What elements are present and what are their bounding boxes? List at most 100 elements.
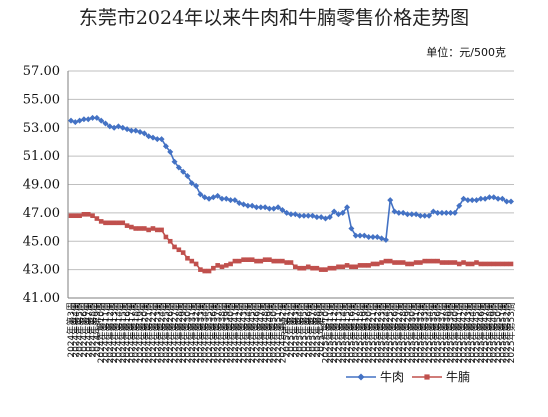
x-tick-label: 2024年第11周 — [100, 302, 112, 363]
data-point — [254, 258, 259, 264]
data-point — [146, 227, 151, 233]
data-point — [344, 263, 350, 268]
data-point — [107, 220, 113, 226]
data-point — [310, 265, 315, 271]
x-tick-label: 2024年第31周 — [186, 302, 198, 363]
x-tick-label: 2025年第37周 — [436, 302, 448, 363]
data-point — [422, 258, 428, 264]
series-line — [70, 117, 511, 241]
data-point — [175, 164, 182, 171]
data-point — [366, 263, 371, 268]
data-point — [93, 114, 100, 121]
data-point — [266, 205, 273, 212]
data-point — [439, 260, 445, 265]
x-tick-label: 2024年第24周 — [156, 302, 168, 363]
x-tick-label: 2024年第50周 — [268, 302, 280, 363]
x-tick-label: 2024年第48周 — [259, 302, 271, 363]
x-tick-label: 2025年第45周 — [470, 302, 482, 363]
data-point — [486, 194, 493, 201]
data-point — [482, 261, 488, 267]
x-tick-label: 2025年第48周 — [483, 302, 495, 363]
y-tick-label: 55.00 — [23, 92, 60, 107]
x-tick-label: 2025年第14周 — [337, 302, 349, 363]
y-tick-label: 45.00 — [23, 234, 60, 249]
data-point — [120, 220, 126, 226]
x-tick-label: 2025年第26周 — [389, 302, 401, 363]
data-point — [258, 258, 264, 264]
data-point — [116, 220, 121, 226]
x-tick-label: 2025年第52周 — [501, 302, 513, 363]
series-brisket — [68, 211, 514, 274]
data-point — [504, 261, 509, 267]
data-point — [176, 247, 182, 253]
x-tick-label: 2025年第4周 — [294, 302, 306, 358]
x-tick-label: 2025年第33周 — [419, 302, 431, 363]
x-tick-label: 2025年第18周 — [354, 302, 366, 363]
x-tick-label: 2024年第29周 — [177, 302, 189, 363]
x-tick-label: 2025年第8周 — [311, 302, 323, 358]
data-point — [211, 265, 216, 271]
data-point — [163, 234, 169, 240]
x-tick-label: 2024年第22周 — [147, 302, 159, 363]
x-tick-label: 2024年第38周 — [216, 302, 228, 363]
x-axis: 2024年第3周2024年第4周2024年第5周2024年第6周2024年第7周… — [65, 297, 517, 363]
legend-marker — [424, 374, 430, 380]
x-tick-label: 2024年第30周 — [181, 302, 193, 363]
data-point — [214, 192, 221, 199]
x-tick-label: 2025年第13周 — [332, 302, 344, 363]
data-point — [352, 232, 359, 239]
data-point — [223, 263, 229, 268]
data-point — [111, 220, 117, 226]
data-point — [98, 117, 105, 124]
data-point — [227, 197, 234, 204]
data-point — [447, 209, 454, 216]
gridlines — [68, 70, 514, 299]
x-tick-label: 2025年第49周 — [488, 302, 500, 363]
legend-marker — [357, 373, 365, 381]
x-tick-label: 2024年第26周 — [164, 302, 176, 363]
x-tick-label: 2025年第21周 — [367, 302, 379, 363]
x-tick-label: 2025年第53周 — [505, 302, 517, 363]
x-tick-label: 2025年第44周 — [466, 302, 478, 363]
data-point — [150, 226, 156, 231]
data-point — [387, 258, 393, 264]
data-point — [443, 209, 450, 216]
data-point — [404, 211, 411, 218]
x-tick-label: 2024年第37周 — [212, 302, 224, 363]
x-tick-label: 2025年第40周 — [449, 302, 461, 363]
data-point — [451, 209, 458, 216]
data-point — [365, 233, 372, 240]
x-tick-label: 2024年第28周 — [173, 302, 185, 363]
data-point — [495, 195, 502, 202]
data-point — [331, 265, 337, 271]
x-tick-label: 2025年第36周 — [432, 302, 444, 363]
data-point — [495, 261, 501, 267]
data-point — [244, 202, 251, 209]
x-tick-label: 2024年第39周 — [220, 302, 232, 363]
data-point — [141, 130, 148, 137]
data-point — [336, 264, 341, 270]
data-point — [353, 264, 359, 270]
data-point — [271, 258, 277, 264]
x-tick-label: 2025年第15周 — [341, 302, 353, 363]
legend-item: 牛腩 — [412, 369, 470, 384]
data-point — [103, 220, 108, 226]
y-tick-label: 49.00 — [23, 178, 60, 193]
data-point — [357, 232, 364, 239]
x-tick-label: 2024年第33周 — [194, 302, 206, 363]
data-point — [275, 258, 281, 264]
data-point — [379, 260, 384, 265]
x-tick-label: 2025年第7周 — [307, 302, 319, 358]
data-point — [279, 207, 286, 214]
data-point — [206, 268, 212, 274]
data-point — [128, 127, 135, 134]
data-point — [370, 261, 376, 267]
data-point — [465, 261, 471, 267]
data-point — [133, 226, 139, 231]
data-point — [94, 216, 100, 221]
data-point — [500, 261, 505, 267]
data-point — [417, 212, 424, 219]
x-tick-label: 2025年第1周 — [281, 302, 293, 358]
data-point — [275, 204, 282, 211]
data-point — [349, 264, 354, 270]
